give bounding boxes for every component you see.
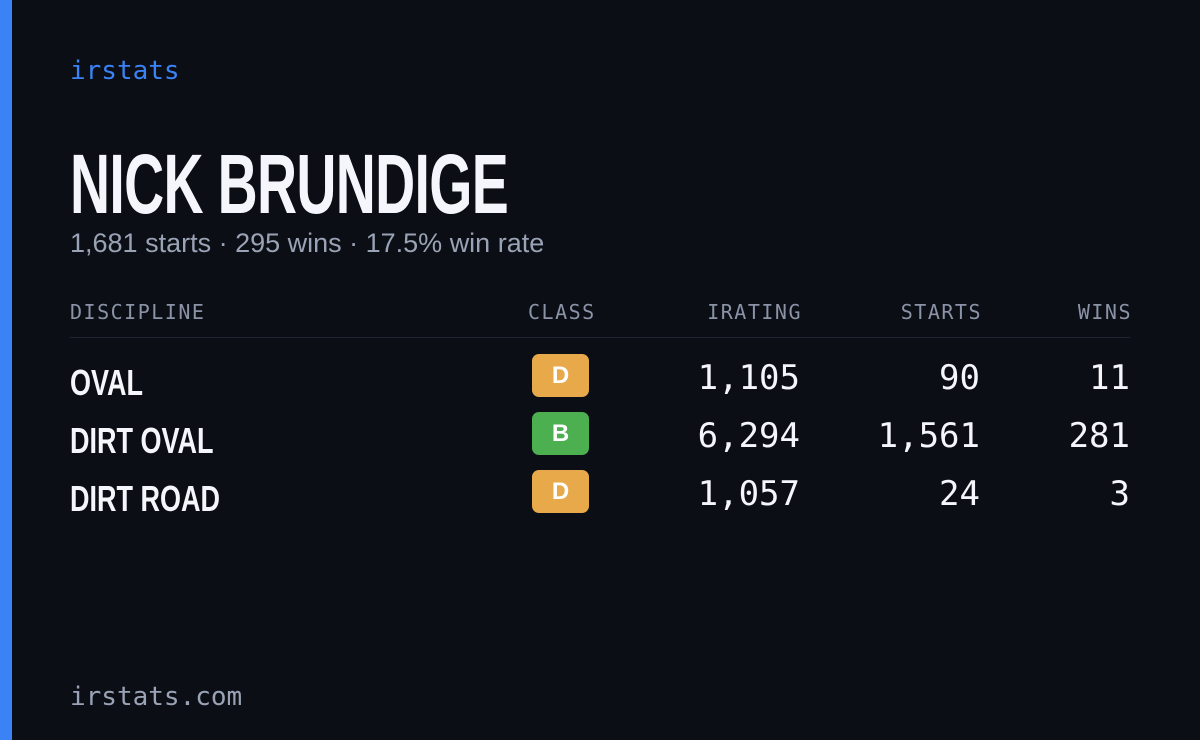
column-header: WINS	[1077, 300, 1132, 324]
class-badge: D	[532, 354, 589, 397]
wins: 11	[1089, 358, 1130, 398]
column-header: IRATING	[707, 300, 802, 324]
brand: irstats	[70, 56, 180, 86]
driver-summary: 1,681 starts · 295 wins · 17.5% win rate	[70, 228, 545, 258]
class-badge: B	[532, 412, 589, 455]
irating: 1,105	[697, 358, 800, 398]
discipline: OVAL	[70, 362, 144, 403]
accent-bar	[0, 0, 12, 740]
discipline: DIRT OVAL	[70, 420, 214, 461]
irating: 1,057	[697, 474, 800, 514]
column-header: CLASS	[528, 300, 596, 324]
column-header: STARTS	[900, 300, 982, 324]
discipline: DIRT ROAD	[70, 478, 220, 519]
starts: 24	[939, 474, 980, 514]
wins: 3	[1109, 474, 1130, 514]
class-badge: D	[532, 470, 589, 513]
column-header: DISCIPLINE	[70, 300, 206, 324]
starts: 90	[939, 358, 980, 398]
irating: 6,294	[697, 416, 800, 456]
footer-url: irstats.com	[70, 682, 243, 712]
header-rule	[70, 337, 1130, 338]
starts: 1,561	[877, 416, 980, 456]
driver-name: NICK BRUNDIGE	[70, 137, 509, 231]
wins: 281	[1068, 416, 1130, 456]
